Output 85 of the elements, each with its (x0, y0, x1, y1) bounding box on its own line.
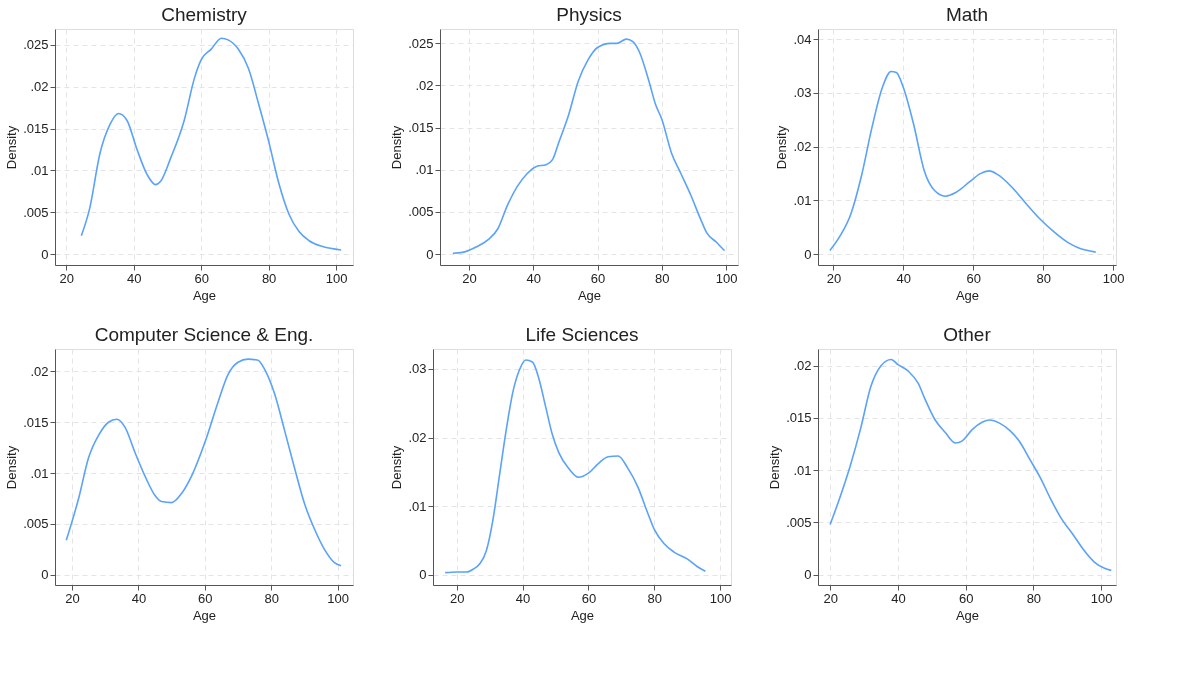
y-axis-title: Density (774, 125, 790, 170)
x-axis-title: Age (192, 287, 217, 303)
chart-title: Other (943, 324, 992, 345)
y-tick-label: .03 (793, 85, 812, 101)
line-series (65, 358, 342, 567)
x-tick-label: 60 (194, 270, 209, 286)
x-tick-label: 20 (59, 270, 74, 286)
y-tick-label: .02 (793, 139, 812, 155)
y-tick-label: .03 (408, 361, 427, 377)
chart-title: Life Sciences (525, 324, 639, 345)
y-tick-label: .02 (793, 358, 812, 374)
x-tick-label: 40 (126, 270, 142, 286)
x-axis-title: Age (955, 607, 980, 623)
x-tick-label: 20 (462, 270, 477, 286)
x-tick-label: 60 (958, 590, 974, 606)
y-tick-label: 0 (426, 246, 434, 262)
y-tick-label: .01 (415, 162, 434, 178)
y-tick-label: .01 (30, 162, 49, 178)
x-tick-label: 60 (198, 590, 213, 606)
x-tick-label: 80 (1026, 590, 1042, 606)
y-tick-label: .04 (793, 31, 812, 47)
x-tick-label: 100 (709, 590, 732, 606)
chart-title: Physics (556, 4, 622, 25)
y-axis-title: Density (4, 125, 20, 170)
line-series (829, 358, 1113, 572)
x-tick-label: 80 (655, 270, 670, 286)
y-tick-label: 0 (41, 567, 49, 583)
x-tick-label: 100 (715, 270, 738, 286)
line-series (452, 38, 726, 254)
y-tick-label: .01 (793, 462, 812, 478)
x-tick-label: 40 (891, 590, 906, 606)
x-tick-label: 60 (966, 270, 982, 286)
x-tick-label: 40 (515, 590, 531, 606)
line-series (444, 359, 707, 574)
x-tick-label: 40 (896, 270, 912, 286)
y-tick-label: .005 (23, 516, 49, 532)
x-tick-label: 80 (264, 590, 280, 606)
y-tick-label: .02 (408, 430, 427, 445)
y-tick-label: .005 (786, 514, 812, 530)
x-axis-title: Age (192, 607, 217, 623)
chart-title: Math (945, 4, 989, 25)
y-tick-label: .02 (30, 79, 49, 95)
y-tick-label: .01 (793, 192, 812, 208)
x-axis-title: Age (955, 287, 980, 303)
line-series (80, 37, 342, 251)
y-tick-label: .015 (23, 414, 49, 430)
y-tick-label: .02 (30, 363, 49, 379)
y-axis-title: Density (389, 445, 405, 490)
y-tick-label: .01 (408, 498, 427, 514)
line-series (829, 70, 1097, 253)
y-axis-title: Density (389, 125, 405, 170)
y-tick-label: .025 (408, 35, 434, 51)
x-tick-label: 60 (581, 590, 597, 606)
y-tick-label: 0 (41, 246, 49, 262)
y-tick-label: .015 (786, 410, 812, 426)
x-tick-label: 100 (1090, 590, 1113, 606)
chart-title: Computer Science & Eng. (94, 324, 314, 345)
x-tick-label: 20 (449, 590, 465, 606)
x-tick-label: 20 (823, 590, 838, 606)
y-tick-label: .025 (23, 37, 49, 53)
x-tick-label: 40 (526, 270, 541, 286)
y-tick-label: .015 (408, 120, 434, 136)
y-axis-title: Density (767, 445, 783, 490)
x-tick-label: 20 (65, 590, 80, 606)
y-tick-label: .015 (23, 121, 49, 137)
y-tick-label: 0 (419, 567, 427, 583)
chart-title: Chemistry (161, 4, 248, 25)
x-tick-label: 100 (1102, 270, 1125, 286)
y-tick-label: 0 (804, 567, 812, 583)
x-tick-label: 100 (325, 270, 348, 286)
y-tick-label: .005 (408, 204, 434, 220)
x-tick-label: 80 (261, 270, 277, 286)
x-tick-label: 20 (826, 270, 842, 286)
x-tick-label: 40 (131, 590, 147, 606)
x-axis-title: Age (570, 607, 595, 623)
y-tick-label: .005 (23, 204, 49, 220)
y-axis-title: Density (4, 445, 20, 490)
y-tick-label: .02 (415, 77, 434, 93)
x-tick-label: 100 (327, 590, 350, 606)
x-tick-label: 60 (590, 270, 606, 286)
y-tick-label: 0 (804, 246, 812, 262)
x-axis-title: Age (577, 287, 602, 303)
x-tick-label: 80 (647, 590, 663, 606)
y-tick-label: .01 (30, 465, 49, 481)
x-tick-label: 80 (1036, 270, 1051, 286)
